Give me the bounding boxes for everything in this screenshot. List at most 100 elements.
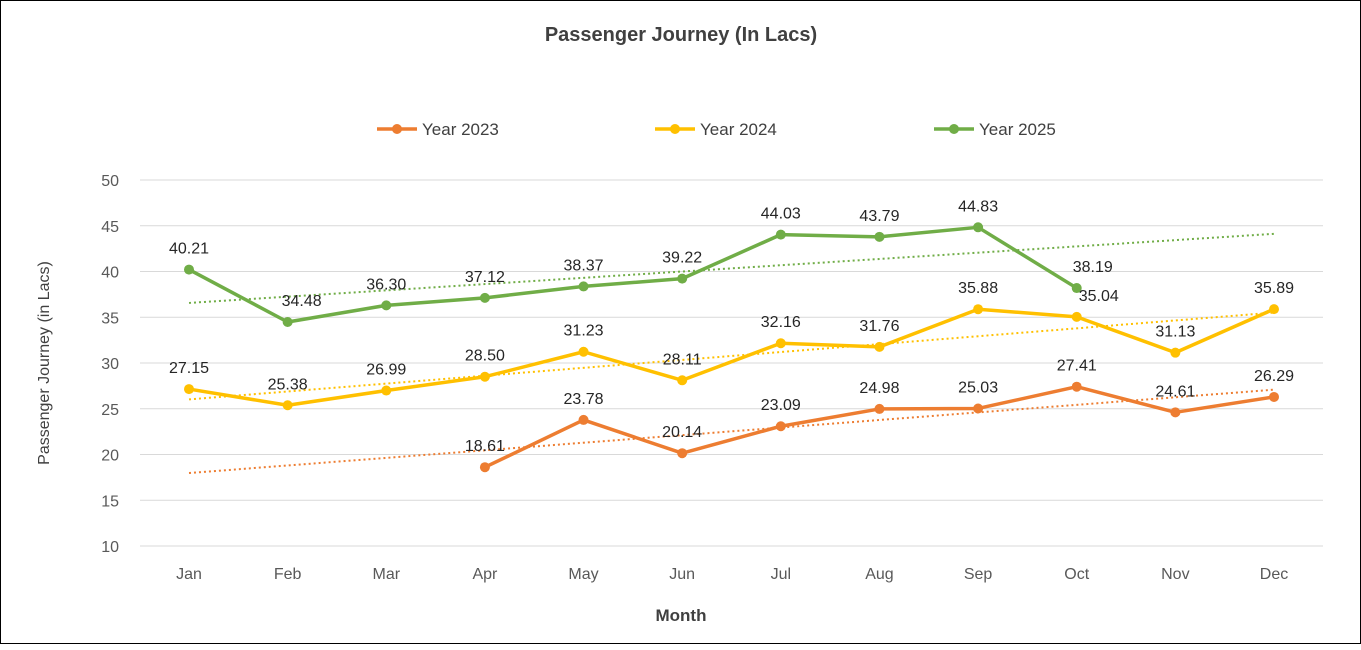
legend-label: Year 2023	[422, 120, 499, 139]
x-tick-label: Apr	[472, 566, 498, 583]
data-label: 43.79	[859, 208, 899, 225]
data-point	[1071, 311, 1082, 322]
data-point	[282, 317, 293, 328]
data-label: 38.37	[564, 257, 604, 274]
data-label: 31.13	[1155, 324, 1195, 341]
data-label: 35.04	[1079, 288, 1119, 305]
data-label: 25.38	[268, 376, 308, 393]
y-tick-label: 30	[101, 356, 119, 373]
data-label: 28.11	[663, 351, 702, 368]
series-line	[188, 307, 1275, 408]
x-tick-label: Mar	[372, 566, 400, 583]
data-point	[479, 462, 490, 473]
x-axis-label: Month	[656, 606, 707, 625]
data-label: 26.99	[366, 362, 406, 379]
data-label: 34.48	[282, 293, 322, 310]
y-tick-label: 35	[101, 310, 119, 327]
trendline	[188, 311, 1275, 401]
data-label: 28.50	[465, 348, 505, 365]
data-point	[578, 281, 589, 292]
data-label: 27.41	[1057, 358, 1097, 375]
data-label: 39.22	[662, 250, 702, 267]
x-tick-label: Jun	[669, 566, 695, 583]
data-point	[1071, 283, 1082, 294]
x-tick-label: Nov	[1161, 566, 1189, 583]
x-tick-label: Jan	[176, 566, 202, 583]
data-label: 20.14	[662, 424, 702, 441]
data-label: 27.15	[169, 360, 209, 377]
data-label: 18.61	[465, 438, 505, 455]
legend-label: Year 2025	[979, 120, 1056, 139]
legend-marker	[949, 124, 959, 134]
data-label: 44.83	[958, 198, 998, 215]
data-point	[973, 304, 984, 315]
trendline	[188, 388, 1275, 475]
data-point	[973, 403, 984, 414]
data-label: 44.03	[761, 206, 801, 223]
x-tick-label: Oct	[1064, 566, 1089, 583]
data-point	[1269, 391, 1279, 402]
x-tick-label: Feb	[274, 566, 302, 583]
data-label: 32.16	[761, 314, 801, 331]
data-label: 38.19	[1073, 259, 1113, 276]
data-label: 40.21	[169, 241, 209, 258]
data-point	[184, 384, 194, 395]
data-point	[578, 346, 589, 357]
y-tick-label: 10	[101, 539, 119, 556]
data-point	[874, 341, 885, 352]
y-axis-label: Passenger Journey (in Lacs)	[36, 261, 53, 465]
legend-item: Year 2025	[934, 120, 1056, 139]
data-point	[381, 300, 392, 311]
data-point	[1269, 304, 1279, 315]
legend-item: Year 2024	[655, 120, 777, 139]
data-point	[775, 229, 786, 240]
data-label: 24.98	[859, 380, 899, 397]
legend-marker	[392, 124, 402, 134]
x-tick-label: May	[568, 566, 598, 583]
data-label: 25.03	[958, 379, 998, 396]
data-point	[973, 222, 984, 233]
x-tick-label: Aug	[865, 566, 893, 583]
data-label: 26.29	[1254, 368, 1294, 385]
legend-marker	[670, 124, 680, 134]
data-point	[381, 385, 392, 396]
legend-label: Year 2024	[700, 120, 777, 139]
y-tick-label: 20	[101, 448, 119, 465]
data-label: 23.78	[564, 391, 604, 408]
y-tick-label: 50	[101, 173, 119, 190]
series-line	[188, 225, 1078, 324]
y-tick-label: 45	[101, 219, 119, 236]
data-point	[1071, 381, 1082, 392]
data-point	[677, 448, 688, 459]
legend-item: Year 2023	[377, 120, 499, 139]
x-tick-label: Jul	[771, 566, 791, 583]
trendline	[188, 232, 1275, 304]
data-point	[677, 375, 688, 386]
data-label: 35.89	[1254, 280, 1294, 297]
data-point	[775, 421, 786, 432]
data-point	[677, 273, 688, 284]
y-tick-label: 25	[101, 402, 119, 419]
data-label: 35.88	[958, 280, 998, 297]
data-point	[479, 371, 490, 382]
data-label: 23.09	[761, 397, 801, 414]
data-label: 31.23	[564, 323, 604, 340]
x-tick-label: Dec	[1260, 566, 1288, 583]
data-point	[775, 338, 786, 349]
data-point	[1170, 407, 1181, 418]
data-point	[184, 264, 194, 275]
x-tick-label: Sep	[964, 566, 993, 583]
y-tick-label: 15	[101, 493, 119, 510]
data-label: 31.76	[859, 318, 899, 335]
data-point	[479, 292, 490, 303]
y-tick-label: 40	[101, 265, 119, 282]
data-point	[282, 400, 293, 411]
data-point	[874, 231, 885, 242]
data-point	[1170, 347, 1181, 358]
data-label: 37.12	[465, 269, 505, 286]
chart-title: Passenger Journey (In Lacs)	[545, 24, 817, 46]
data-point	[874, 403, 885, 414]
data-label: 24.61	[1155, 383, 1195, 400]
